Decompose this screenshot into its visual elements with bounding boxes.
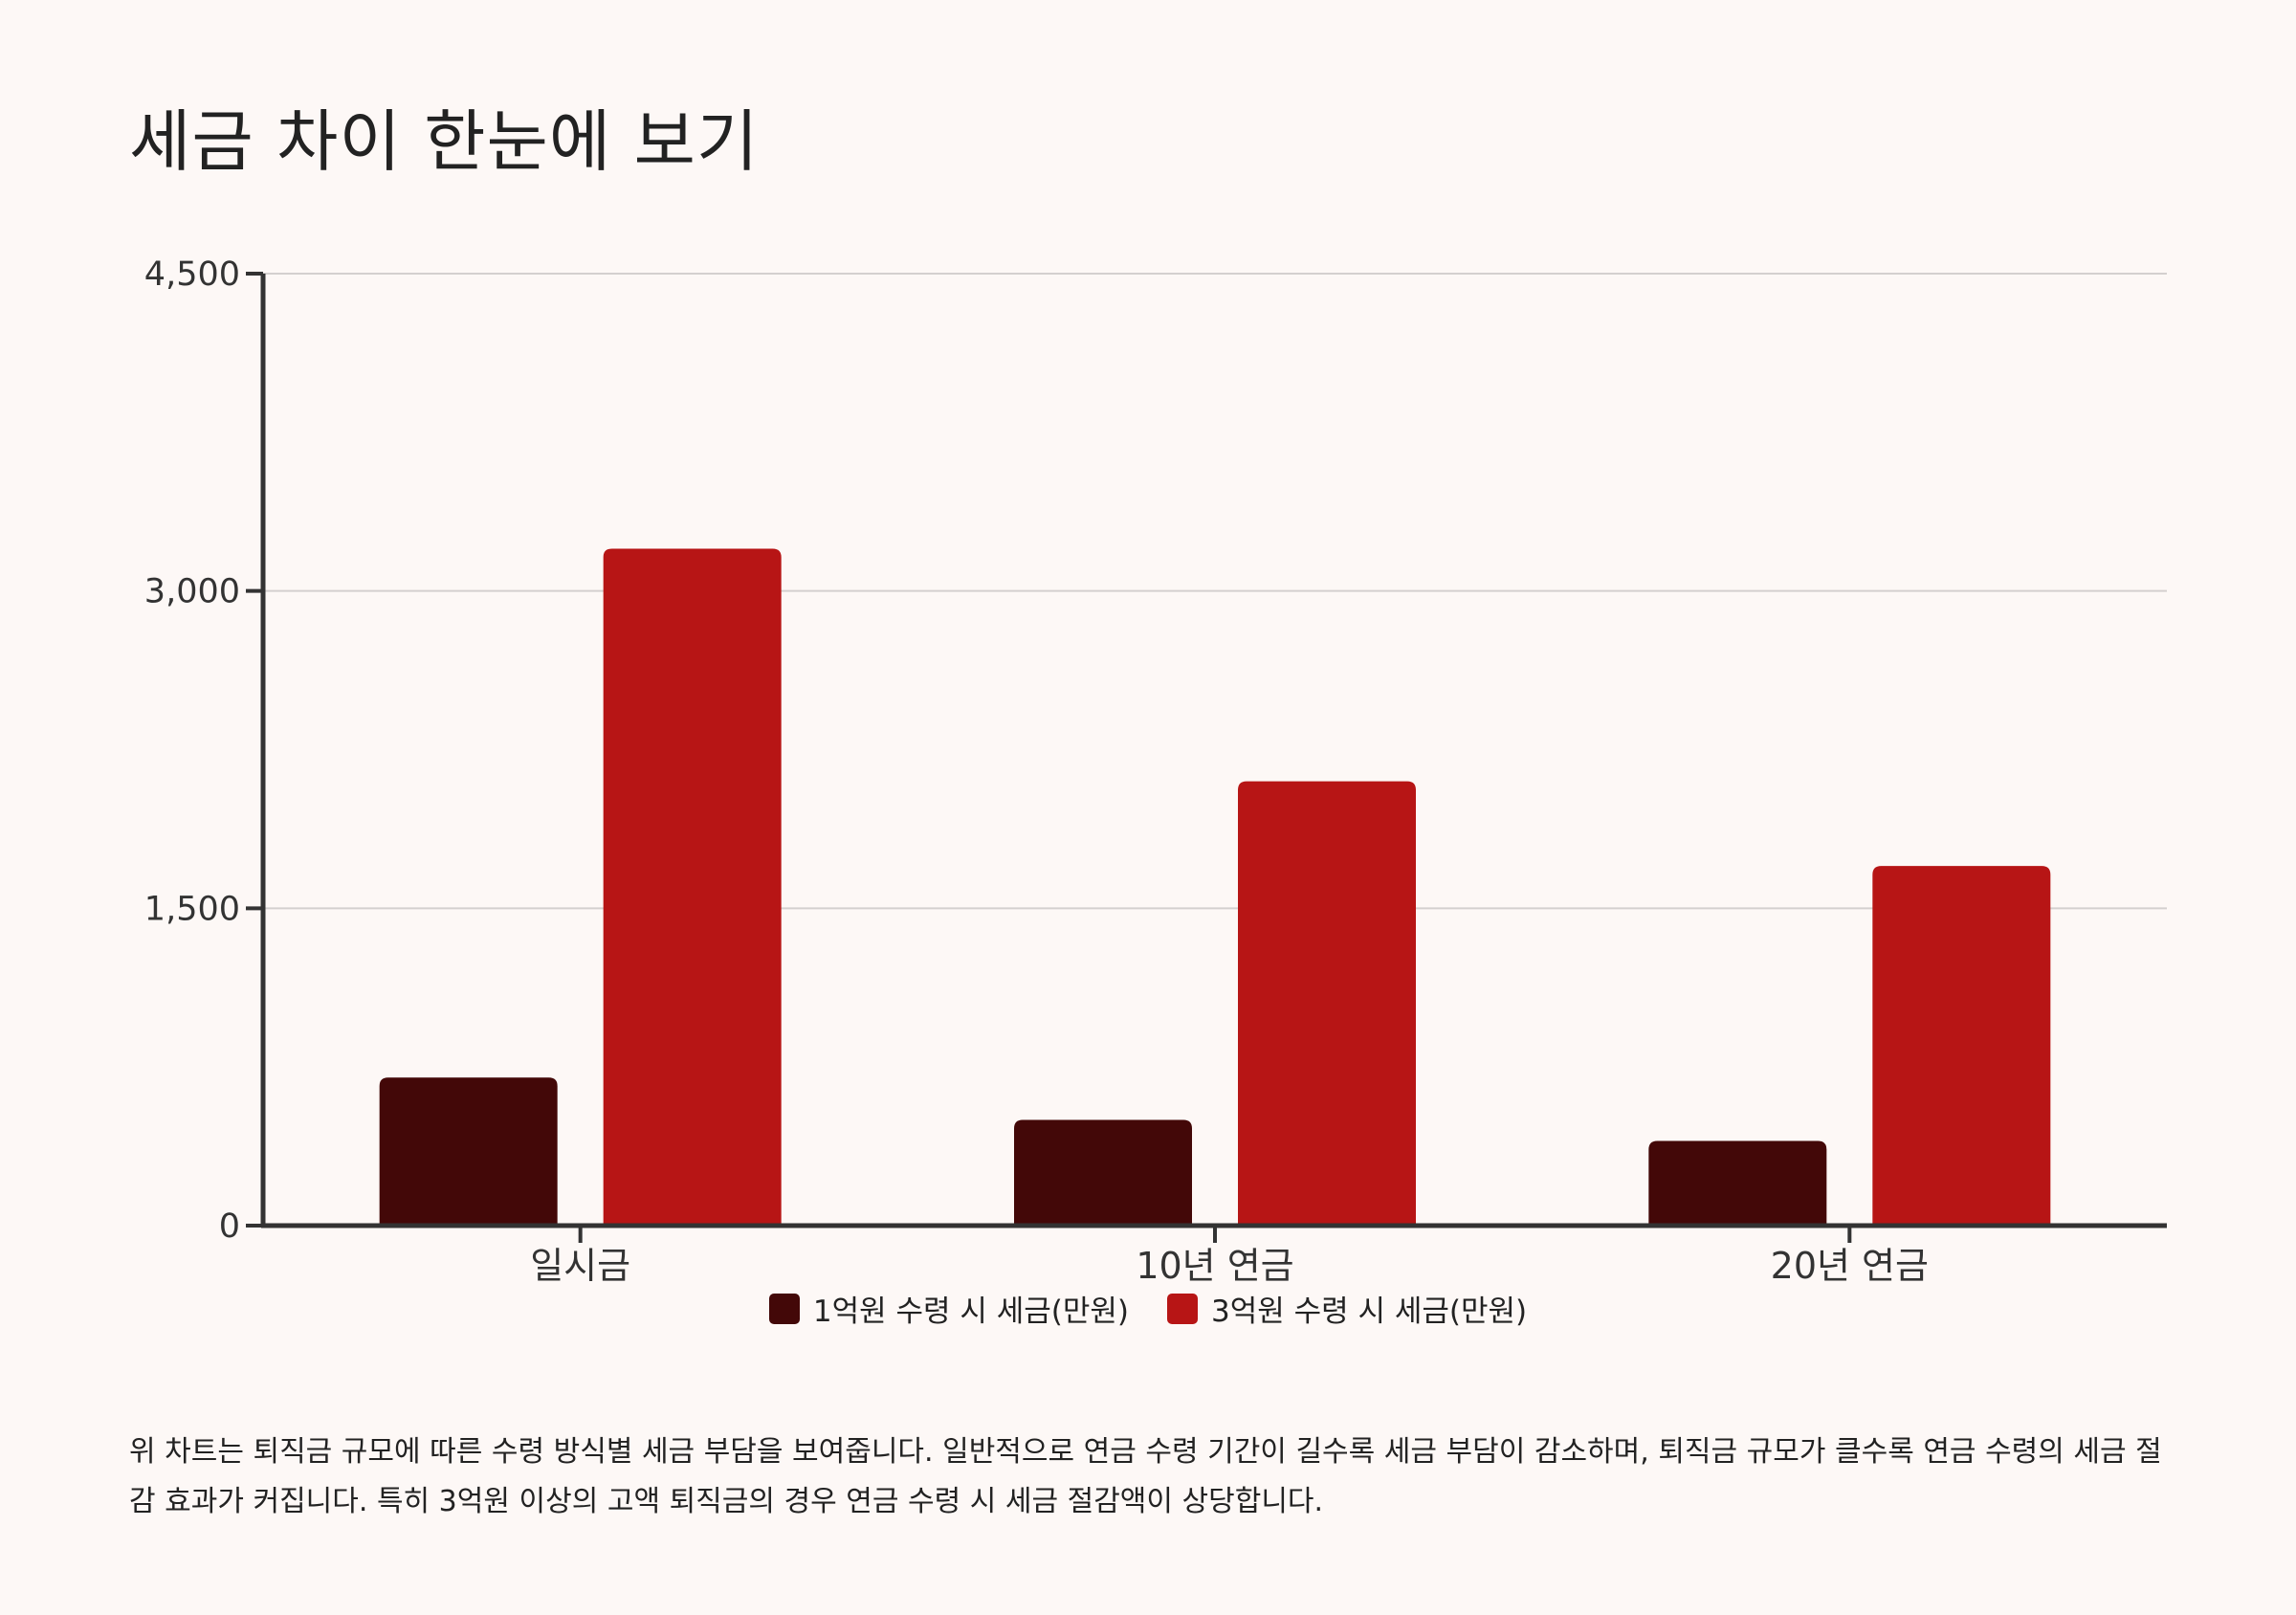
- legend-swatch-series-1: [768, 1293, 800, 1324]
- legend-label-series-2: 3억원 수령 시 세금(만원): [1211, 1294, 1528, 1329]
- legend-item-series-1[interactable]: 1억원 수령 시 세금(만원): [768, 1287, 1129, 1330]
- y-tick-label: 4,500: [144, 255, 240, 294]
- bar-series-2-2: [1238, 781, 1416, 1226]
- y-tick-label: 3,000: [144, 573, 240, 611]
- bar-series-2-1: [603, 548, 782, 1226]
- bar-chart: 0 1,500 3,000 4,500 일시금 10년 연금 20년 연금: [144, 255, 2167, 1287]
- legend: 1억원 수령 시 세금(만원) 3억원 수령 시 세금(만원): [0, 1287, 2296, 1330]
- bar-series-1-2: [1014, 1119, 1192, 1226]
- bar-series-1-1: [379, 1077, 558, 1226]
- bar-series-1-3: [1648, 1140, 1827, 1226]
- chart-description: 위 차트는 퇴직금 규모에 따른 수령 방식별 세금 부담을 보여줍니다. 일반…: [129, 1435, 2162, 1518]
- legend-swatch-series-2: [1167, 1293, 1198, 1324]
- x-tick-label: 일시금: [530, 1245, 630, 1287]
- axes: [246, 272, 2167, 1243]
- y-tick-label: 1,500: [144, 890, 240, 928]
- legend-label-series-1: 1억원 수령 시 세금(만원): [812, 1294, 1129, 1329]
- bars: [379, 548, 2051, 1226]
- axis-labels: 0 1,500 3,000 4,500 일시금 10년 연금 20년 연금: [144, 255, 1929, 1287]
- grid-lines: [263, 273, 2167, 910]
- y-tick-label: 0: [219, 1207, 240, 1246]
- x-tick-label: 10년 연금: [1136, 1245, 1293, 1287]
- page-title: 세금 차이 한눈에 보기: [129, 102, 760, 181]
- legend-item-series-2[interactable]: 3억원 수령 시 세금(만원): [1167, 1287, 1527, 1330]
- x-tick-label: 20년 연금: [1771, 1245, 1929, 1287]
- bar-series-2-3: [1872, 866, 2051, 1226]
